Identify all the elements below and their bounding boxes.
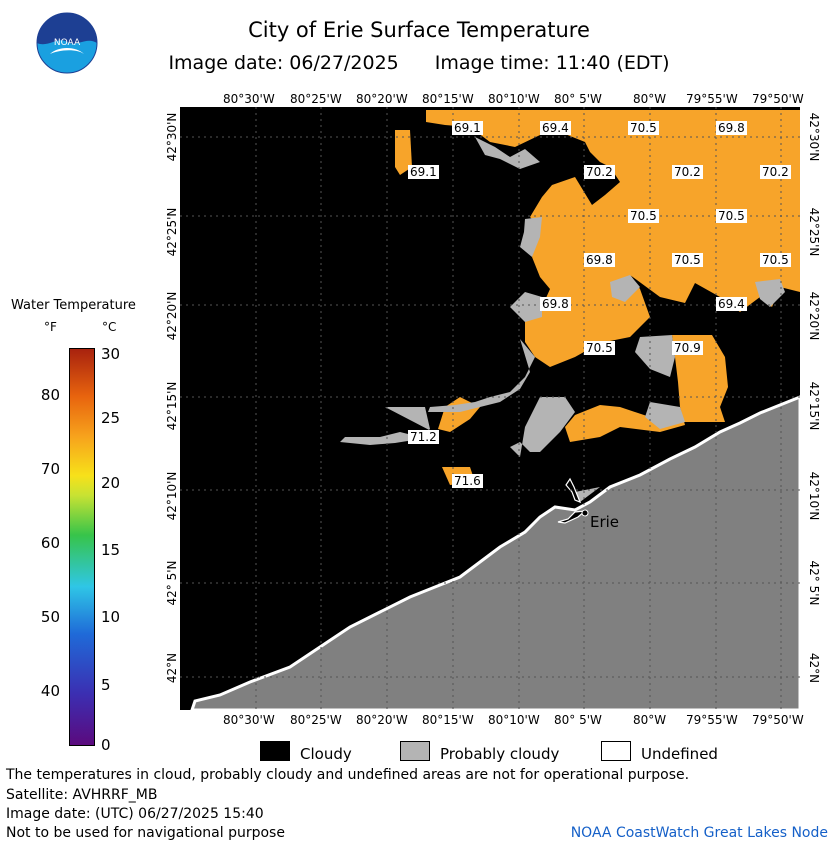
lon-tick-bottom: 80°W (633, 713, 667, 727)
unit-fahrenheit: °F (44, 320, 57, 334)
fahrenheit-tick: 40 (40, 682, 60, 700)
probably-cloudy-label: Probably cloudy (440, 745, 560, 763)
lon-tick-bottom: 80°30'W (223, 713, 275, 727)
lon-tick-bottom: 80°25'W (290, 713, 342, 727)
lat-tick-right: 42°15'N (807, 381, 821, 431)
lat-tick-right: 42° 5'N (807, 560, 821, 606)
graticule (180, 107, 800, 710)
lat-tick-left: 42° 5'N (165, 560, 179, 606)
undefined-swatch (601, 741, 631, 761)
fahrenheit-tick: 70 (40, 460, 60, 478)
temperature-label: 69.4 (716, 297, 747, 311)
celsius-tick: 10 (101, 608, 121, 626)
undefined-label: Undefined (641, 745, 718, 763)
temperature-label: 69.8 (540, 297, 571, 311)
celsius-tick: 25 (101, 409, 121, 427)
temperature-label: 69.1 (408, 165, 439, 179)
land-area (190, 395, 800, 710)
fahrenheit-tick: 60 (40, 534, 60, 552)
credit-text: NOAA CoastWatch Great Lakes Node (570, 825, 828, 841)
temperature-label: 69.4 (540, 121, 571, 135)
navigation-note: Not to be used for navigational purpose (6, 825, 285, 841)
temperature-label: 70.5 (628, 209, 659, 223)
lon-tick-top: 80°10'W (488, 92, 540, 106)
city-label: Erie (590, 513, 619, 531)
lon-tick-top: 80°30'W (223, 92, 275, 106)
lon-tick-bottom: 80°15'W (422, 713, 474, 727)
celsius-tick: 30 (101, 345, 121, 363)
temperature-colorbar (69, 348, 95, 746)
lat-tick-left: 42°N (165, 652, 179, 684)
cloudy-swatch (260, 741, 290, 761)
lat-tick-left: 42°20'N (165, 291, 179, 341)
temperature-label: 70.9 (672, 341, 703, 355)
temperature-label: 69.8 (716, 121, 747, 135)
celsius-tick: 15 (101, 541, 121, 559)
lon-tick-top: 79°50'W (752, 92, 804, 106)
temperature-label: 70.2 (760, 165, 791, 179)
temperature-label: 70.5 (672, 253, 703, 267)
utc-date-text: Image date: (UTC) 06/27/2025 15:40 (6, 806, 264, 822)
lat-tick-left: 42°15'N (165, 381, 179, 431)
unit-celsius: °C (102, 320, 117, 334)
lat-tick-left: 42°25'N (165, 207, 179, 257)
image-time: Image time: 11:40 (EDT) (434, 52, 670, 74)
lat-tick-right: 42°10'N (807, 471, 821, 521)
lat-tick-left: 42°30'N (165, 112, 179, 162)
lon-tick-top: 80°25'W (290, 92, 342, 106)
celsius-tick: 5 (101, 676, 111, 694)
logo-text: NOAA (54, 38, 81, 48)
temperature-label: 70.5 (760, 253, 791, 267)
lat-tick-left: 42°10'N (165, 471, 179, 521)
lon-tick-bottom: 80° 5'W (554, 713, 602, 727)
lat-tick-right: 42°N (807, 652, 821, 684)
disclaimer-text: The temperatures in cloud, probably clou… (6, 767, 690, 783)
legend-title: Water Temperature (11, 298, 136, 313)
cloudy-label: Cloudy (300, 745, 352, 763)
temperature-label: 70.5 (716, 209, 747, 223)
temperature-label: 69.1 (452, 121, 483, 135)
lon-tick-top: 80° 5'W (554, 92, 602, 106)
lat-tick-right: 42°25'N (807, 207, 821, 257)
temperature-label: 69.8 (584, 253, 615, 267)
lat-tick-right: 42°20'N (807, 291, 821, 341)
celsius-tick: 20 (101, 474, 121, 492)
temperature-label: 71.6 (452, 474, 483, 488)
lon-tick-top: 79°55'W (686, 92, 738, 106)
temperature-map: Erie (180, 107, 800, 710)
erie-marker (581, 509, 589, 517)
lat-tick-right: 42°30'N (807, 112, 821, 162)
image-date: Image date: 06/27/2025 (168, 52, 399, 74)
temperature-label: 70.2 (584, 165, 615, 179)
satellite-text: Satellite: AVHRRF_MB (6, 787, 158, 803)
noaa-logo: NOAA (36, 12, 98, 74)
lon-tick-bottom: 79°50'W (752, 713, 804, 727)
probably-cloudy-regions (340, 137, 785, 502)
fahrenheit-tick: 50 (40, 608, 60, 626)
probably-cloudy-swatch (400, 741, 430, 761)
temperature-label: 70.2 (672, 165, 703, 179)
temperature-label: 71.2 (408, 430, 439, 444)
lon-tick-top: 80°15'W (422, 92, 474, 106)
celsius-tick: 0 (101, 736, 111, 754)
lon-tick-top: 80°20'W (356, 92, 408, 106)
image-date-time: Image date: 06/27/2025 Image time: 11:40 … (0, 52, 838, 74)
lon-tick-bottom: 79°55'W (686, 713, 738, 727)
temperature-label: 70.5 (584, 341, 615, 355)
page-title: City of Erie Surface Temperature (248, 18, 590, 42)
lon-tick-bottom: 80°10'W (488, 713, 540, 727)
lon-tick-top: 80°W (633, 92, 667, 106)
temperature-label: 70.5 (628, 121, 659, 135)
fahrenheit-tick: 80 (40, 386, 60, 404)
lon-tick-bottom: 80°20'W (356, 713, 408, 727)
